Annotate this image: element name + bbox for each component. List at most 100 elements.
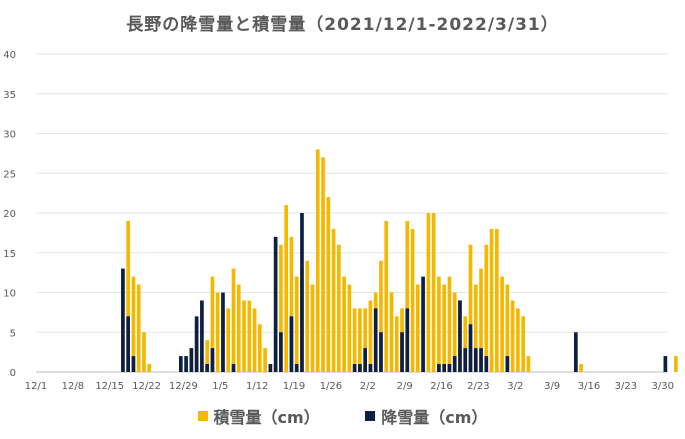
y-tick-label: 15 [3,249,16,260]
snowfall-bar [178,356,183,372]
y-tick-label: 10 [3,289,16,300]
snowfall-bar [300,213,304,372]
snowfall-bar [463,348,468,372]
snow-depth-bar [236,284,241,372]
x-tick-label: 2/16 [430,381,452,392]
legend-label-snowfall: 降雪量（cm） [381,408,488,427]
snowfall-bar [279,332,283,372]
snow-depth-bar [284,205,289,372]
snowfall-bar [268,364,273,372]
snowfall-bar [294,364,299,372]
snowfall-bar [505,356,510,372]
y-tick-label: 5 [10,328,16,339]
y-tick-label: 40 [3,50,16,61]
snow-depth-bar [500,276,504,372]
snow-depth-bar [516,308,520,372]
snow-depth-bar [415,284,420,372]
x-tick-label: 12/8 [62,381,84,392]
snow-depth-bar [473,284,478,372]
snowfall-bar [484,356,489,372]
snowfall-bar [210,348,215,372]
snowfall-bar [184,356,188,372]
snowfall-bar [379,332,383,372]
snow-depth-bar [331,228,336,372]
snow-depth-bar [247,300,252,372]
snow-depth-bar [442,284,447,372]
snowfall-bar [458,300,462,372]
snow-depth-bar [352,308,357,372]
snow-depth-bar [510,300,515,372]
grid-layer [36,53,668,373]
x-tick-label: 1/26 [320,381,342,392]
snow-depth-bar [205,340,210,372]
snowfall-bar [421,276,425,372]
snowfall-bar [479,348,483,372]
snowfall-bar [368,364,373,372]
x-tick-label: 3/2 [507,381,523,392]
snow-depth-bar [321,157,325,372]
legend-item-snowfall: 降雪量（cm） [365,404,487,428]
snow-depth-bar [336,244,341,372]
y-tick-label: 25 [3,169,16,180]
snowfall-bar [405,308,410,372]
snow-depth-bar [394,316,399,372]
x-tick-label: 3/16 [578,381,600,392]
snow-depth-bar [579,364,583,372]
x-tick-label: 1/12 [246,381,268,392]
snowfall-bar [221,292,225,372]
axis-layer: 0 5 10 15 20 25 30 35 40 12/1 12/8 12/15 12/22 12/29 1… [3,50,674,392]
snow-depth-bar [521,316,526,372]
snowfall-bar [437,364,441,372]
snow-depth-bar [463,316,468,372]
y-tick-label: 35 [3,90,16,101]
snow-depth-bar [279,244,283,372]
x-tick-label: 1/19 [283,381,305,392]
legend-swatch-snow-depth [197,411,208,421]
snow-depth-bar [479,268,483,372]
snow-depth-bar [231,268,236,372]
snowfall-bar [121,268,125,372]
snow-depth-bar [426,213,431,372]
snow-depth-bar [484,244,489,372]
snow-depth-bar [452,292,457,372]
snow-depth-bar [437,276,441,372]
snow-depth-bar [263,348,267,372]
legend: 積雪量（cm） 降雪量（cm） [0,404,685,428]
snow-depth-bar [294,276,299,372]
snow-depth-bar [431,213,436,372]
x-tick-label: 2/23 [467,381,489,392]
snow-depth-bar [405,220,410,372]
x-tick-label: 2/2 [360,381,376,392]
snow-depth-bar [447,276,452,372]
x-tick-label: 12/29 [169,381,198,392]
snow-depth-bar [136,284,141,372]
snow-depth-bar [505,284,510,372]
snow-depth-bar [242,300,246,372]
snowfall-bar [358,364,362,372]
snowfall-bar [400,332,404,372]
snow-depth-bar [131,276,136,372]
snow-depth-bar [252,308,257,372]
snowfall-bar [468,324,473,372]
snowfall-bar [289,316,294,372]
snowfall-bar [447,364,452,372]
snowfall-bar [194,316,199,372]
snow-depth-bar [326,197,331,372]
x-tick-label: 1/5 [212,381,228,392]
snow-depth-bar [468,244,473,372]
snowfall-bar [126,316,131,372]
snowfall-bar [352,364,357,372]
snow-depth-bar [358,308,362,372]
snow-depth-bar [147,364,152,372]
snowfall-bar [452,356,457,372]
snowfall-bar [205,364,210,372]
snow-depth-bar [142,332,146,372]
snowfall-bar [663,356,668,372]
x-tick-label: 12/22 [132,381,161,392]
snow-depth-bar [257,324,262,372]
snow-depth-bar [674,356,678,372]
snow-depth-bar [363,308,368,372]
snow-depth-bar [384,220,389,372]
snow-depth-bar [379,260,383,372]
